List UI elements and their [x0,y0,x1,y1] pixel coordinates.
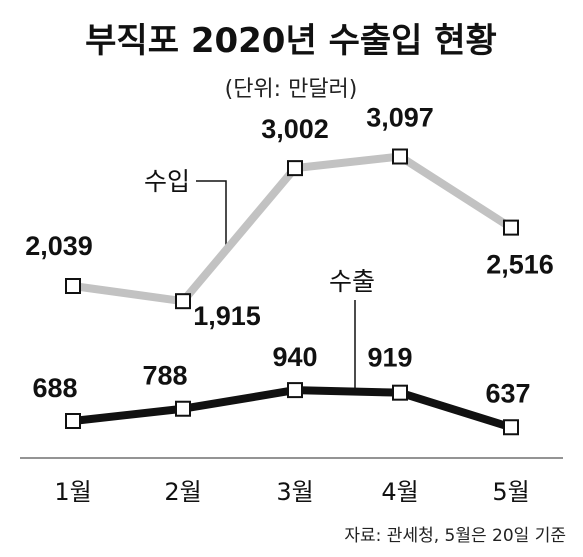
export-point-5 [503,419,519,436]
import-series-label: 수입 [144,167,190,196]
export-point-4 [392,384,408,401]
export-point-2 [175,400,191,417]
export-point-3 [287,382,303,399]
import-value-label-1: 2,039 [25,231,93,261]
export-value-label-1: 688 [32,373,77,403]
import-point-3 [287,160,303,177]
import-value-label-4: 3,097 [366,103,434,133]
import-point-4 [392,148,408,165]
export-value-label-3: 940 [272,342,317,372]
import-point-2 [175,293,191,310]
chart-subtitle: (단위: 만달러) [225,77,358,102]
export-value-label-5: 637 [485,378,530,408]
x-tick-label-1: 1월 [54,478,91,506]
import-point-1 [65,278,81,294]
x-tick-label-2: 2월 [164,478,201,506]
export-series: 수출 688 788 940 919 637 [32,267,531,436]
import-value-label-5: 2,516 [486,250,554,280]
import-line [72,152,514,306]
import-point-5 [503,219,519,236]
import-value-label-2: 1,915 [193,301,261,331]
import-value-label-3: 3,002 [261,114,329,144]
export-value-label-4: 919 [367,343,412,373]
x-tick-label-5: 5월 [492,478,529,506]
chart-source: 자료: 관세청, 5월은 20일 기준 [344,526,566,546]
import-series: 수입 2,039 1,915 3,002 3,097 2,516 [25,103,554,332]
export-point-1 [65,413,81,429]
export-series-label: 수출 [329,267,375,296]
export-value-label-2: 788 [142,361,187,391]
x-tick-label-3: 3월 [276,478,313,506]
import-label-leader [196,180,227,250]
chart-title: 부직포 2020년 수출입 현황 [85,21,497,61]
x-tick-label-4: 4월 [381,478,418,506]
